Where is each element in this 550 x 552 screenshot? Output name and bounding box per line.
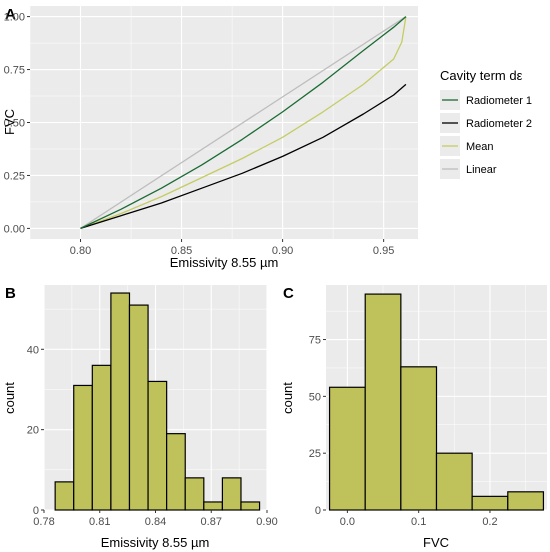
series-line-mean [80, 16, 407, 230]
series-line-linear [80, 16, 407, 229]
y-tick-label: 50 [309, 391, 321, 403]
x-tick-label: 0.1 [411, 516, 426, 528]
x-tick-label: 0.80 [70, 245, 91, 257]
y-tick-label: 0.75 [4, 65, 25, 77]
panel-c: C 0.0 0.1 0.2 0 25 50 75 FVC count [280, 285, 547, 550]
y-tick-label: 40 [27, 344, 39, 356]
histogram-bar [110, 292, 131, 511]
panel-b: B 0.78 0.81 0.84 0.87 0.90 0 20 40 Emissivity … [2, 285, 278, 550]
x-tick-label: 0.85 [171, 245, 192, 257]
histogram-bar [221, 477, 242, 511]
y-tick-label: 0.00 [4, 223, 25, 235]
panel-b-tag: B [5, 285, 16, 302]
histogram-bar [471, 495, 509, 511]
histogram-bar [435, 452, 473, 511]
x-tick-label: 0.90 [272, 245, 293, 257]
histogram-bar [203, 501, 223, 511]
legend-title: Cavity term dε [440, 68, 523, 83]
histogram-bar [184, 477, 205, 511]
panel-a-x-title: Emissivity 8.55 µm [170, 255, 279, 270]
x-tick-label: 0.87 [201, 516, 222, 528]
x-tick-label: 0.95 [373, 245, 394, 257]
legend-label-radiometer-2: Radiometer 2 [466, 118, 532, 130]
histogram-bar [240, 501, 261, 511]
x-tick-label: 0.0 [340, 516, 355, 528]
panel-c-y-title: count [280, 382, 295, 414]
histogram-bar [147, 380, 168, 511]
y-tick-label: 0 [33, 505, 39, 517]
y-tick-label: 20 [27, 425, 39, 437]
y-tick-label: 1.00 [4, 12, 25, 24]
panel-a-y-ticks: 0.00 0.25 0.50 0.75 1.00 [4, 12, 30, 235]
y-tick-label: 0.50 [4, 118, 25, 130]
histogram-bar [91, 364, 112, 511]
panel-c-tag: C [283, 285, 294, 302]
panel-a-x-ticks: 0.80 0.85 0.90 0.95 [70, 239, 394, 257]
y-tick-label: 25 [309, 448, 321, 460]
y-tick-label: 75 [309, 335, 321, 347]
panel-c-y-ticks: 0 25 50 75 [309, 335, 326, 517]
panel-c-bars [328, 293, 545, 511]
panel-a-y-title: FVC [2, 109, 17, 135]
series-line-radiometer-2 [80, 83, 407, 230]
y-tick-label: 0 [315, 505, 321, 517]
x-tick-label: 0.84 [145, 516, 166, 528]
histogram-bar [364, 293, 402, 511]
legend-label-linear: Linear [466, 164, 497, 176]
y-tick-label: 0.25 [4, 170, 25, 182]
legend: Cavity term dε Radiometer 1 Radiometer 2 M… [440, 68, 532, 179]
panel-c-x-ticks: 0.0 0.1 0.2 [340, 510, 498, 528]
histogram-bar [128, 304, 149, 511]
histogram-bar [73, 384, 93, 511]
panel-a-lines [80, 16, 407, 230]
x-tick-label: 0.2 [482, 516, 497, 528]
histogram-bar [507, 491, 545, 511]
panel-b-x-ticks: 0.78 0.81 0.84 0.87 0.90 [33, 510, 278, 528]
panel-a-grid [29, 6, 418, 239]
x-tick-label: 0.90 [256, 516, 277, 528]
x-tick-label: 0.78 [33, 516, 54, 528]
panel-a-tag: A [5, 6, 16, 23]
histogram-bar [400, 366, 438, 511]
legend-label-mean: Mean [466, 141, 494, 153]
panel-b-y-ticks: 0 20 40 [27, 344, 44, 517]
histogram-bar [54, 481, 75, 511]
panel-b-x-title: Emissivity 8.55 µm [101, 535, 210, 550]
legend-label-radiometer-1: Radiometer 1 [466, 95, 532, 107]
panel-b-bars [54, 292, 261, 511]
series-line-radiometer-1 [80, 16, 407, 229]
x-tick-label: 0.81 [89, 516, 110, 528]
histogram-bar [328, 386, 366, 511]
panel-c-x-title: FVC [423, 535, 449, 550]
histogram-bar [166, 433, 186, 511]
panel-b-y-title: count [2, 382, 17, 414]
panel-a: A 0.80 0.85 0.90 0.95 0.000.250.500.751.00 … [2, 6, 532, 270]
